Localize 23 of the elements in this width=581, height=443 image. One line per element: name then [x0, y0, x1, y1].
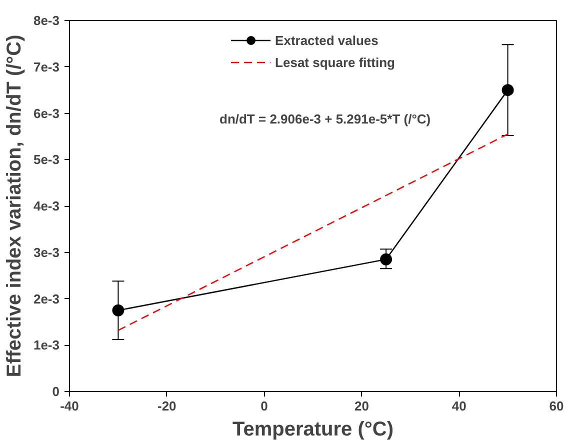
annotation: dn/dT = 2.906e-3 + 5.291e-5*T (/°C)	[220, 112, 431, 126]
legend-label: Lesat square fitting	[275, 54, 395, 70]
x-tick-label: 0	[260, 398, 268, 414]
x-axis-title: Temperature (°C)	[232, 418, 394, 440]
point	[112, 304, 124, 316]
y-axis-title: Effective index variation, dn/dT (/°C)	[3, 34, 26, 378]
x-tick-label: -20	[158, 398, 176, 414]
y-tick-label: 8e-3	[33, 13, 60, 28]
y-tick-label: 2e-3	[33, 291, 60, 306]
legend-label: Extracted values	[275, 32, 378, 48]
point	[502, 84, 514, 96]
x-tick-label: 40	[452, 398, 466, 414]
y-tick-label: 1e-3	[33, 338, 60, 353]
x-tick-label: -40	[60, 398, 79, 414]
x-tick-label: 60	[549, 398, 564, 414]
y-tick-label: 4e-3	[33, 198, 60, 214]
x-tick-label: 20	[354, 398, 369, 414]
y-tick-label: 3e-3	[33, 244, 60, 260]
y-tick-label: 0	[52, 384, 60, 399]
y-tick-label: 5e-3	[33, 152, 60, 168]
point	[380, 253, 392, 266]
y-tick-label: 6e-3	[33, 106, 60, 121]
y-tick-label: 7e-3	[33, 59, 60, 74]
